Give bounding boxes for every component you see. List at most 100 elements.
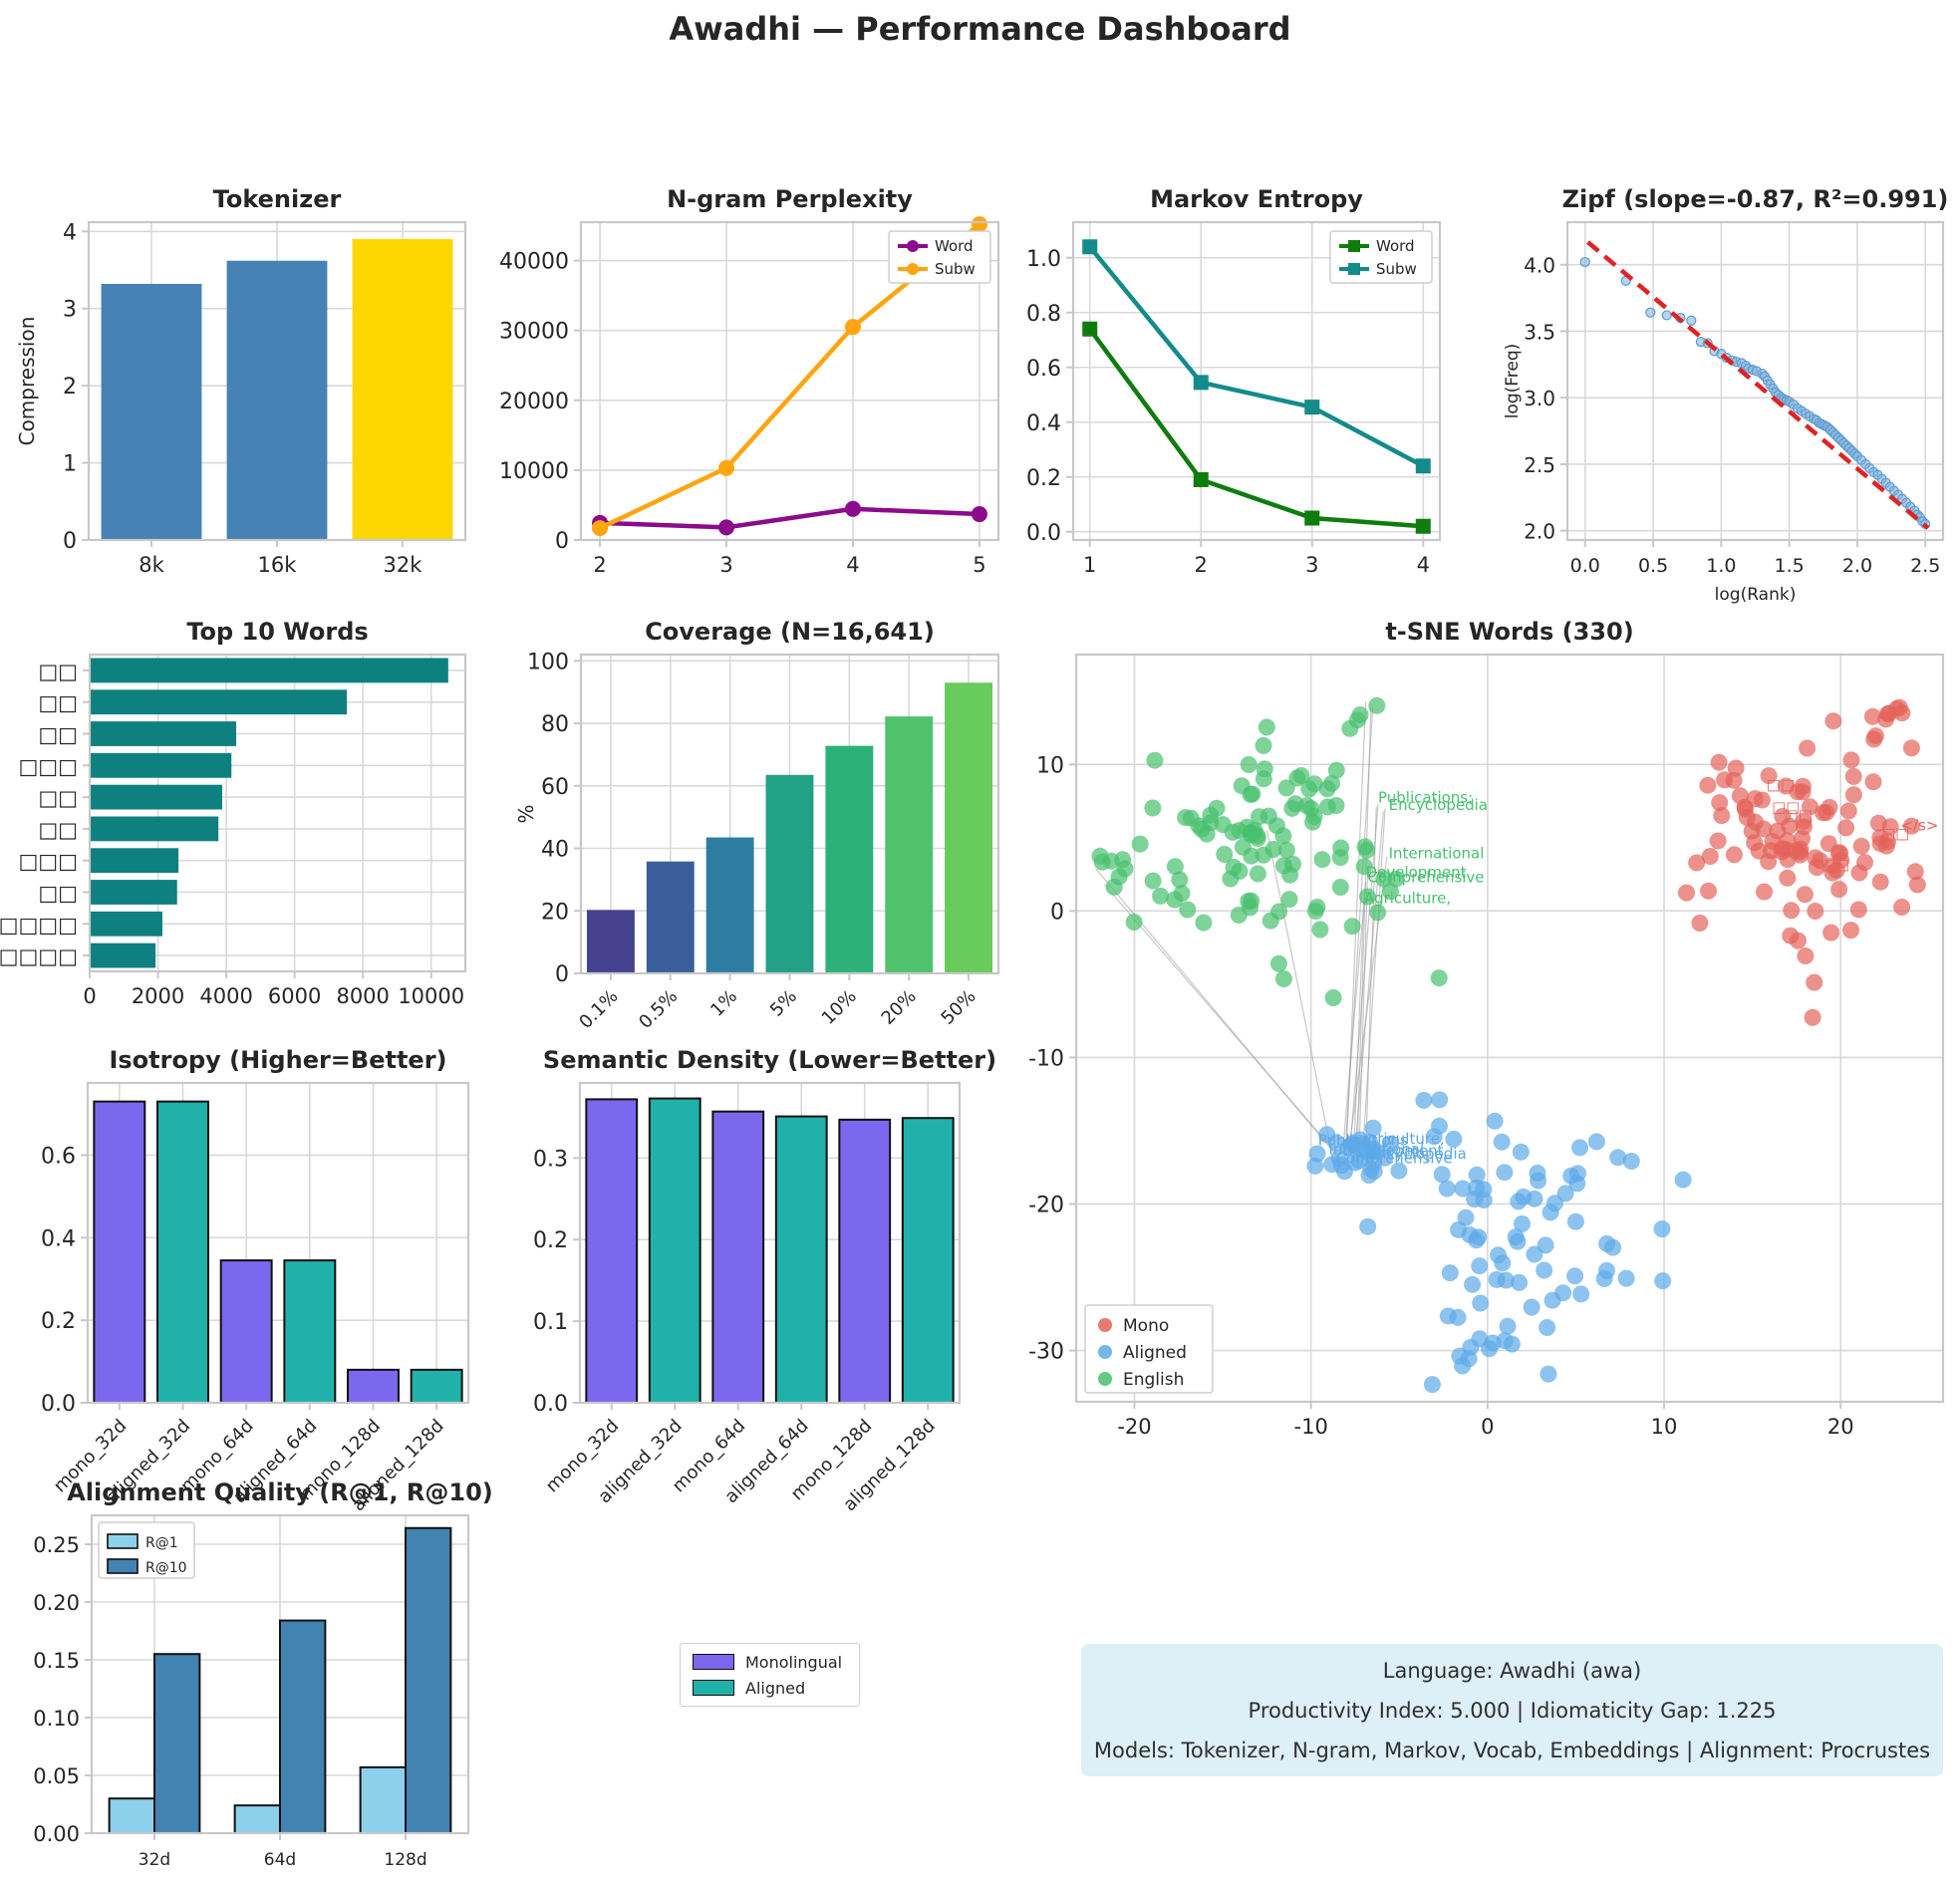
chart-ngram: 0 10000 20000 30000 40000 2 3 4 5 N-gram Perplexi… — [499, 185, 1000, 577]
word-point — [1837, 819, 1855, 837]
svg-text:□□: □□ — [1772, 798, 1800, 816]
svg-text:0: 0 — [63, 529, 77, 554]
word-point — [1791, 843, 1809, 861]
word-point — [1864, 773, 1882, 791]
svg-text:□□□: □□□ — [18, 754, 78, 778]
word-point — [1415, 1091, 1433, 1109]
cluster-english — [1091, 696, 1448, 1006]
word-point — [1471, 1330, 1489, 1348]
svg-text:0.0: 0.0 — [1570, 555, 1600, 577]
word-point — [1242, 826, 1260, 844]
legend-label: Aligned — [745, 1678, 806, 1698]
word-point — [1387, 870, 1405, 888]
word-point — [1454, 1180, 1472, 1198]
word-point — [1849, 901, 1867, 919]
svg-text:0.0: 0.0 — [1026, 521, 1061, 546]
svg-text:Agriculture,: Agriculture, — [1364, 889, 1451, 907]
bar — [101, 283, 202, 540]
bar — [885, 716, 934, 973]
svg-text:Comprehensive: Comprehensive — [1335, 1149, 1452, 1167]
svg-text:Subw: Subw — [1376, 260, 1417, 278]
word-point — [1827, 861, 1845, 879]
marker — [1304, 510, 1320, 526]
svg-text:</s>: </s> — [1900, 816, 1938, 834]
svg-text:Subw: Subw — [935, 260, 976, 278]
marker — [1304, 400, 1320, 415]
word-point — [1710, 753, 1728, 771]
svg-text:Semantic Density (Lower=Better: Semantic Density (Lower=Better) — [543, 1046, 996, 1074]
word-point — [1699, 776, 1717, 794]
word-point — [1152, 887, 1170, 905]
word-point — [1274, 827, 1292, 845]
marker — [1415, 458, 1431, 474]
svg-text:English: English — [1123, 1370, 1184, 1390]
series-line — [1087, 245, 1425, 468]
bar — [711, 1110, 765, 1405]
word-point — [1350, 1152, 1368, 1170]
marker — [1082, 239, 1098, 255]
svg-text:2: 2 — [63, 375, 77, 400]
word-point — [1364, 1119, 1382, 1137]
svg-text:16k: 16k — [258, 553, 298, 577]
word-point — [1195, 914, 1213, 932]
word-point — [1368, 696, 1386, 714]
marker — [1193, 375, 1209, 391]
word-point — [1598, 1234, 1616, 1252]
bar — [90, 942, 156, 968]
word-point — [1493, 1133, 1511, 1151]
svg-text:32k: 32k — [384, 553, 423, 577]
bar — [108, 1797, 155, 1834]
word-point — [1539, 1319, 1556, 1336]
word-point — [1902, 739, 1920, 757]
word-point — [1359, 1217, 1377, 1235]
bar — [279, 1619, 327, 1835]
word-point — [1283, 799, 1301, 817]
svg-text:128d: 128d — [384, 1850, 426, 1870]
svg-text:□□: □□ — [1821, 855, 1849, 873]
word-point — [1622, 1153, 1640, 1170]
info-line-indexes: Productivity Index: 5.000 | Idiomaticity… — [1248, 1698, 1777, 1723]
svg-text:International: International — [1389, 844, 1485, 862]
svg-text:2.5: 2.5 — [1524, 453, 1555, 477]
word-point — [1863, 707, 1881, 725]
bar — [90, 658, 448, 683]
word-point — [1116, 860, 1134, 878]
svg-text:Comprehensive: Comprehensive — [1367, 869, 1484, 887]
svg-text:-10: -10 — [1028, 1046, 1064, 1071]
word-point — [1468, 1179, 1486, 1197]
word-point — [1526, 1190, 1543, 1208]
svg-text:Encyclopedia: Encyclopedia — [1389, 796, 1488, 814]
bar — [90, 848, 179, 874]
svg-text:0: 0 — [83, 984, 96, 1008]
bar — [765, 774, 814, 973]
legend-item-aligned: Aligned — [693, 1679, 847, 1698]
word-point — [1216, 846, 1234, 863]
bar — [90, 689, 348, 715]
svg-text:10000: 10000 — [398, 984, 464, 1008]
word-point — [1782, 927, 1800, 944]
marker — [844, 319, 861, 336]
word-point — [1249, 865, 1266, 883]
bar — [945, 682, 993, 973]
svg-text:Encyclopedia: Encyclopedia — [1367, 1145, 1466, 1163]
svg-text:0.2: 0.2 — [41, 1309, 76, 1334]
svg-text:0.2: 0.2 — [533, 1228, 568, 1253]
word-point — [1842, 751, 1860, 769]
word-point — [1484, 1334, 1502, 1352]
word-point — [1323, 1156, 1341, 1174]
word-point — [1779, 832, 1797, 850]
bar — [90, 784, 222, 810]
word-point — [1324, 989, 1342, 1006]
word-point — [1277, 779, 1295, 797]
svg-text:8000: 8000 — [336, 984, 389, 1008]
legend-item-monolingual: Monolingual — [693, 1653, 847, 1672]
word-point — [1818, 804, 1835, 821]
marker — [971, 216, 987, 233]
word-point — [1464, 1275, 1482, 1293]
word-point — [1441, 1264, 1459, 1282]
word-point — [1430, 969, 1448, 987]
svg-text:%: % — [514, 804, 538, 823]
word-point — [1445, 1130, 1463, 1148]
bar — [648, 1097, 701, 1405]
marker — [844, 500, 861, 517]
